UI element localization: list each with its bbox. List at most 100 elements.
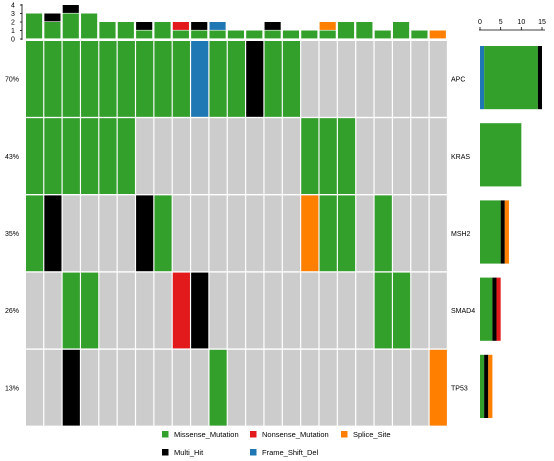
matrix-cell-bg — [246, 272, 264, 349]
tmb-bar-segment — [136, 22, 153, 30]
matrix-cell-bg — [411, 272, 429, 349]
gene-bar-segment — [484, 46, 538, 110]
matrix-cell-bg — [393, 41, 411, 117]
tmb-bar-segment — [172, 30, 189, 39]
matrix-cell-kras — [81, 118, 99, 194]
tmb-bar-segment — [172, 22, 189, 30]
tmb-bar-segment — [282, 30, 300, 39]
gene-bar-x-tick-label: 0 — [478, 19, 482, 26]
tmb-bar-segment — [264, 30, 281, 39]
matrix-cell-bg — [282, 195, 301, 272]
tmb-bar-segment — [411, 30, 428, 39]
tmb-bar-segment — [62, 5, 79, 13]
mutation-matrix — [26, 41, 447, 426]
gene-label: TP53 — [451, 385, 468, 392]
matrix-cell-smad4 — [62, 272, 80, 349]
matrix-cell-bg — [26, 349, 44, 426]
matrix-cell-bg — [99, 272, 117, 349]
percent-labels: 70% 43% 35% 26% 13% — [5, 77, 19, 393]
tmb-bar-segment — [246, 30, 263, 39]
matrix-cell-apc — [282, 41, 301, 117]
matrix-cell-smad4 — [191, 272, 209, 349]
gene-bar-segment — [480, 200, 501, 264]
tmb-bar-segment — [44, 13, 61, 22]
tmb-bar-panel: 0 12 34 — [11, 3, 446, 44]
tmb-bar-segment — [62, 13, 79, 39]
percent-label: 43% — [5, 154, 19, 161]
matrix-cell-bg — [136, 118, 154, 194]
matrix-cell-apc — [117, 41, 135, 117]
matrix-cell-bg — [356, 41, 374, 117]
matrix-cell-kras — [26, 118, 44, 194]
tmb-bar-segment — [337, 22, 355, 39]
matrix-cell-bg — [246, 195, 264, 272]
matrix-cell-bg — [227, 349, 245, 426]
matrix-cell-bg — [411, 195, 429, 272]
matrix-cell-bg — [209, 118, 227, 194]
tmb-bar-segment — [209, 22, 226, 30]
matrix-cell-bg — [154, 349, 172, 426]
tmb-bar-segment — [191, 22, 208, 30]
matrix-cell-bg — [429, 118, 447, 194]
tmb-bar-segment — [429, 30, 446, 39]
gene-label: KRAS — [451, 154, 470, 161]
matrix-cell-apc — [209, 41, 227, 117]
matrix-cell-bg — [356, 349, 374, 426]
tmb-bar-segment — [136, 30, 153, 39]
matrix-cell-msh2 — [26, 195, 44, 272]
matrix-cell-kras — [62, 118, 80, 194]
matrix-cell-bg — [246, 118, 264, 194]
matrix-cell-msh2 — [301, 195, 319, 272]
matrix-cell-bg — [429, 272, 447, 349]
matrix-cell-bg — [117, 195, 135, 272]
gene-bar-segment — [492, 277, 497, 341]
tmb-y-tick-label: 1 — [11, 28, 15, 35]
matrix-cell-bg — [99, 349, 117, 426]
matrix-cell-bg — [227, 118, 245, 194]
matrix-cell-apc — [264, 41, 282, 117]
matrix-cell-bg — [172, 195, 190, 272]
matrix-cell-bg — [117, 349, 135, 426]
matrix-cell-bg — [411, 349, 429, 426]
matrix-cell-bg — [172, 349, 190, 426]
matrix-cell-bg — [374, 118, 392, 194]
matrix-cell-bg — [337, 41, 356, 117]
matrix-cell-bg — [319, 41, 337, 117]
tmb-bar-segment — [319, 22, 336, 30]
gene-labels: APC KRAS MSH2 SMAD4 TP53 — [451, 77, 475, 393]
matrix-cell-msh2 — [374, 195, 392, 272]
legend-label: Missense_Mutation — [174, 430, 239, 439]
legend-label: Nonsense_Mutation — [262, 430, 329, 439]
matrix-cell-kras — [337, 118, 356, 194]
matrix-cell-bg — [44, 272, 62, 349]
matrix-cell-bg — [282, 118, 301, 194]
gene-bar-segment — [484, 354, 489, 418]
matrix-cell-bg — [81, 195, 99, 272]
matrix-cell-msh2 — [154, 195, 172, 272]
matrix-cell-bg — [393, 118, 411, 194]
tmb-bar-segment — [81, 13, 98, 39]
matrix-cell-msh2 — [337, 195, 356, 272]
matrix-cell-bg — [191, 118, 209, 194]
matrix-cell-apc — [246, 41, 264, 117]
matrix-cell-bg — [411, 118, 429, 194]
matrix-cell-msh2 — [136, 195, 154, 272]
matrix-cell-kras — [301, 118, 319, 194]
matrix-cell-bg — [301, 41, 319, 117]
matrix-cell-bg — [264, 349, 282, 426]
matrix-cell-bg — [209, 195, 227, 272]
matrix-cell-bg — [282, 272, 301, 349]
matrix-cell-bg — [154, 272, 172, 349]
matrix-cell-bg — [393, 195, 411, 272]
legend-swatch — [162, 449, 169, 456]
matrix-cell-smad4 — [393, 272, 411, 349]
percent-label: 26% — [5, 308, 19, 315]
tmb-bar-segment — [209, 30, 226, 39]
gene-bar-x-tick-label: 10 — [517, 19, 525, 26]
tmb-bar-segment — [44, 22, 61, 39]
gene-bar-segment — [480, 46, 485, 110]
matrix-cell-apc — [44, 41, 62, 117]
tmb-bar-segment — [26, 13, 43, 39]
matrix-cell-bg — [117, 272, 135, 349]
